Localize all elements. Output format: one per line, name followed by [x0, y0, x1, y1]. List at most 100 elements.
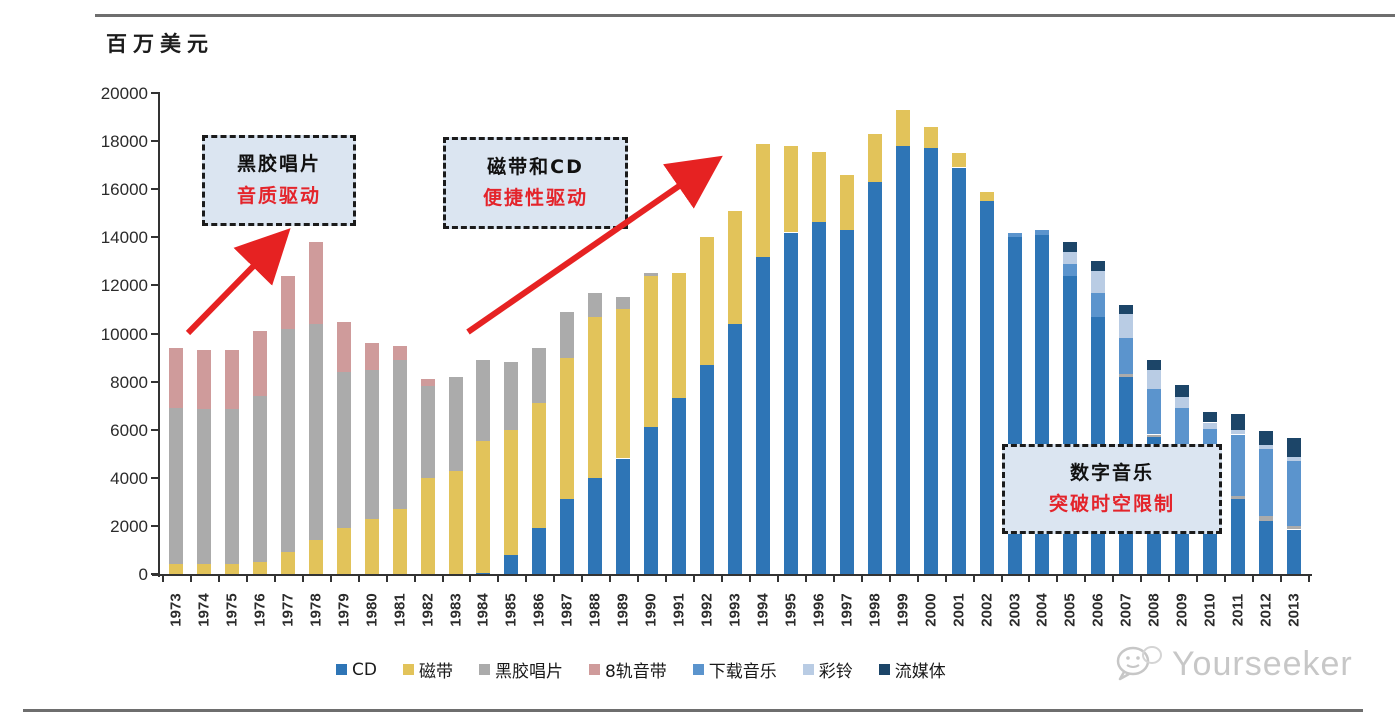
x-axis-year-label: 1991	[670, 593, 688, 627]
x-axis-tick	[245, 576, 248, 582]
legend-swatch	[336, 664, 347, 675]
bar-segment-彩铃-2007	[1119, 314, 1134, 339]
x-axis-tick	[1084, 576, 1087, 582]
y-axis-tick-label: 14000	[100, 228, 148, 248]
bar-segment-磁带-1987	[560, 357, 575, 500]
bar-segment-CD-1989	[616, 458, 631, 574]
bar-segment-彩铃-2005	[1063, 251, 1078, 264]
x-axis-year-label: 1994	[754, 593, 772, 627]
bar-segment-8轨音带-1974	[196, 350, 211, 410]
bar-segment-流媒体-2005	[1063, 242, 1078, 252]
bar-segment-黑胶唱片-1983	[448, 376, 463, 471]
x-axis-tick	[413, 576, 416, 582]
bar-segment-磁带-1988	[588, 316, 603, 478]
x-axis-tick	[1112, 576, 1115, 582]
y-axis-tick-label: 4000	[110, 468, 148, 488]
x-axis-year-label: 2012	[1257, 593, 1275, 627]
bar-segment-黑胶唱片-1981	[392, 360, 407, 510]
bar-segment-黑胶唱片-1975	[224, 409, 239, 565]
bar-segment-8轨音带-1981	[392, 345, 407, 360]
legend-label: CD	[352, 659, 377, 680]
bar-segment-黑胶唱片-1982	[420, 386, 435, 478]
y-axis-tick	[151, 476, 159, 479]
x-axis-tick	[357, 576, 360, 582]
bar-segment-磁带-1986	[532, 403, 547, 529]
bar-segment-流媒体-2012	[1259, 430, 1273, 446]
x-axis-tick	[1168, 576, 1171, 582]
bar-segment-磁带-1976	[252, 562, 267, 574]
y-axis-tick	[151, 428, 159, 431]
bar-segment-CD-1996	[811, 221, 826, 574]
x-axis-year-label: 1977	[279, 593, 297, 627]
x-axis-year-label: 1997	[838, 593, 856, 627]
bar-segment-磁带-1979	[336, 528, 351, 574]
x-axis-year-label: 1975	[223, 593, 241, 627]
bar-segment-磁带-1984	[476, 440, 491, 573]
bar-segment-黑胶唱片-2007	[1119, 374, 1134, 377]
bar-segment-下载音乐-2006	[1091, 292, 1106, 317]
bar-segment-黑胶唱片-2012	[1259, 516, 1273, 522]
bottom-divider	[23, 709, 1363, 712]
legend-label: 下载音乐	[708, 662, 777, 682]
x-axis-year-label: 2011	[1229, 593, 1247, 627]
y-axis-tick-label: 0	[138, 565, 148, 584]
x-axis-tick	[804, 576, 807, 582]
x-axis-tick	[1252, 576, 1254, 582]
x-axis-year-label: 1979	[335, 593, 353, 627]
watermark-text: Yourseeker	[1172, 644, 1353, 683]
watermark: Yourseeker	[1112, 642, 1353, 686]
callout-digital-subtitle: 突破时空限制	[1048, 493, 1175, 515]
x-axis-year-label: 1983	[447, 593, 464, 627]
y-axis-tick	[151, 573, 159, 575]
bar-segment-下载音乐-2012	[1259, 448, 1273, 517]
bar-segment-磁带-1997	[839, 174, 854, 231]
bar-segment-磁带-1996	[811, 151, 826, 222]
bar-segment-流媒体-2011	[1231, 414, 1246, 430]
x-axis-tick	[497, 576, 500, 582]
bar-segment-磁带-1990	[644, 275, 659, 428]
bar-segment-黑胶唱片-1976	[252, 396, 267, 562]
bar-segment-CD-2012	[1259, 521, 1273, 574]
bar-segment-黑胶唱片-1973	[169, 408, 183, 565]
x-axis-tick	[1140, 576, 1143, 582]
wechat-icon	[1116, 646, 1162, 681]
x-axis-tick	[916, 576, 919, 582]
legend-item-磁带: 磁带	[402, 657, 453, 682]
bar-segment-磁带-1998	[867, 133, 882, 182]
bar-segment-8轨音带-1976	[252, 331, 267, 396]
bar-segment-下载音乐-2011	[1231, 434, 1246, 496]
bar-segment-磁带-1994	[755, 143, 770, 257]
bar-segment-黑胶唱片-1974	[196, 409, 211, 565]
y-axis-tick-label: 12000	[100, 276, 148, 296]
bar-segment-彩铃-2010	[1203, 422, 1218, 429]
bar-segment-CD-2011	[1231, 499, 1246, 574]
bar-segment-8轨音带-1979	[336, 321, 351, 372]
y-axis-tick-label: 18000	[100, 132, 148, 152]
x-axis-year-label: 1986	[530, 593, 548, 627]
legend-item-黑胶唱片: 黑胶唱片	[478, 657, 563, 682]
x-axis-tick	[441, 576, 444, 582]
x-axis-tick	[1196, 576, 1199, 582]
x-axis-tick	[1280, 576, 1282, 582]
bar-segment-下载音乐-2013	[1287, 461, 1301, 526]
bar-segment-磁带-1993	[728, 210, 742, 324]
y-axis-tick-label: 6000	[110, 420, 148, 440]
callout-vinyl: 黑胶唱片 音质驱动	[202, 135, 356, 226]
bar-segment-CD-1997	[839, 230, 854, 574]
x-axis-tick	[217, 576, 220, 582]
bar-segment-磁带-1995	[783, 145, 798, 233]
x-axis-year-label: 1982	[419, 593, 436, 627]
bar-segment-流媒体-2008	[1147, 360, 1162, 370]
bar-segment-黑胶唱片-1980	[364, 369, 379, 519]
bar-segment-磁带-1973	[169, 564, 183, 574]
x-axis-tick	[525, 576, 528, 582]
x-axis-year-label: 2010	[1201, 593, 1219, 627]
x-axis-year-label: 1992	[698, 593, 716, 627]
bar-segment-黑胶唱片-1977	[280, 328, 295, 553]
legend-item-8轨音带: 8轨音带	[588, 657, 667, 682]
y-axis-tick	[151, 188, 159, 191]
x-axis-year-label: 1996	[810, 593, 828, 627]
bar-segment-黑胶唱片-2008	[1147, 434, 1162, 437]
y-axis-tick	[151, 236, 159, 239]
